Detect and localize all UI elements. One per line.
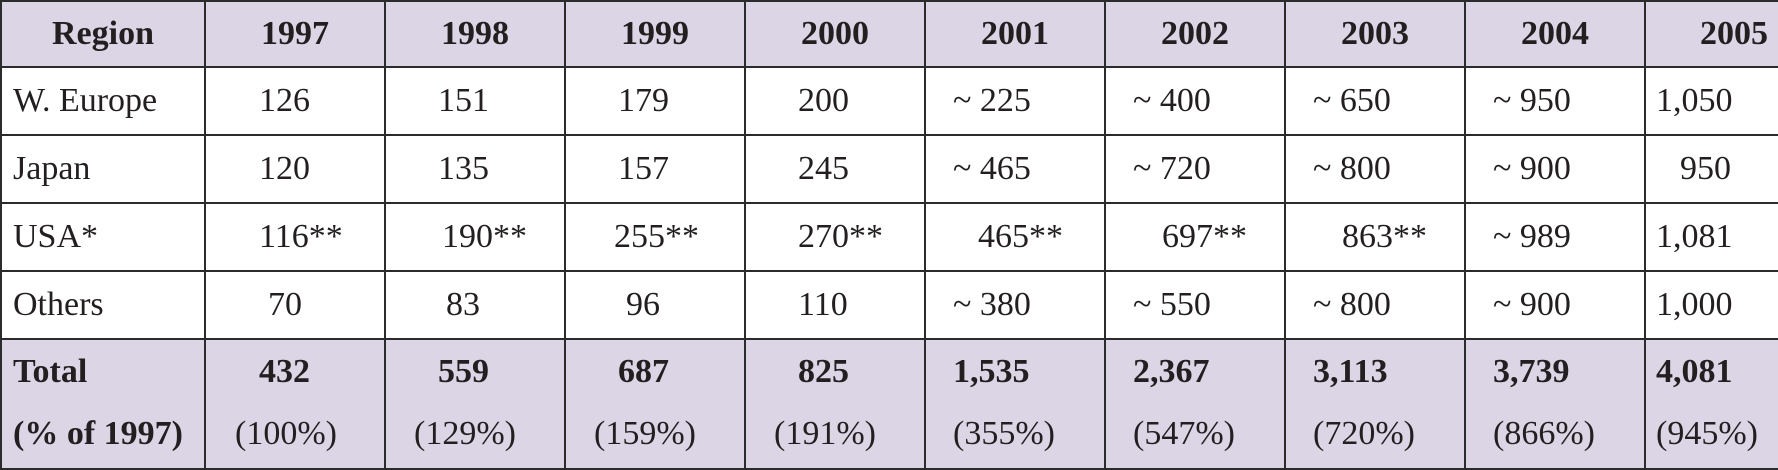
region-cell: Japan <box>0 134 206 204</box>
total-percent: (191%) <box>774 415 876 452</box>
value-cell: ~ 950 <box>1464 66 1646 136</box>
value-cell: 190** <box>384 202 566 272</box>
value-cell: ~ 400 <box>1104 66 1286 136</box>
header-cell-2000: 2000 <box>744 0 926 68</box>
value-cell: 697** <box>1104 202 1286 272</box>
total-percent: (159%) <box>594 415 696 452</box>
total-cell: 4,081 (945%) <box>1644 338 1778 470</box>
value-cell: 270** <box>744 202 926 272</box>
total-value: 3,739 <box>1493 353 1570 390</box>
value-cell: ~ 989 <box>1464 202 1646 272</box>
value-cell: 157 <box>564 134 746 204</box>
total-value: 432 <box>259 353 310 390</box>
total-cell: 687 (159%) <box>564 338 746 470</box>
total-value: 3,113 <box>1313 353 1388 390</box>
total-percent: (945%) <box>1656 415 1758 452</box>
table-row: Others 70 83 96 110 ~ 380 ~ 550 ~ 800 ~ 900 1,000 <box>0 270 1778 340</box>
header-cell-2005: 2005 <box>1644 0 1778 68</box>
header-cell-1998: 1998 <box>384 0 566 68</box>
total-row: Total (% of 1997) 432 (100%) 559 (129%) 687 (… <box>0 338 1778 470</box>
value-cell: 1,081 <box>1644 202 1778 272</box>
region-cell: USA* <box>0 202 206 272</box>
value-cell: 96 <box>564 270 746 340</box>
total-percent: (129%) <box>414 415 516 452</box>
value-cell: 950 <box>1644 134 1778 204</box>
header-cell-2004: 2004 <box>1464 0 1646 68</box>
total-label: Total <box>13 353 88 390</box>
total-cell: 559 (129%) <box>384 338 566 470</box>
header-cell-2003: 2003 <box>1284 0 1466 68</box>
value-cell: 255** <box>564 202 746 272</box>
header-row: Region 1997 1998 1999 2000 2001 2002 200… <box>0 0 1778 68</box>
value-cell: ~ 465 <box>924 134 1106 204</box>
value-cell: 70 <box>204 270 386 340</box>
total-cell: 3,739 (866%) <box>1464 338 1646 470</box>
value-cell: ~ 225 <box>924 66 1106 136</box>
header-cell-1997: 1997 <box>204 0 386 68</box>
value-cell: 135 <box>384 134 566 204</box>
total-value: 2,367 <box>1133 353 1210 390</box>
value-cell: ~ 800 <box>1284 134 1466 204</box>
value-cell: 116** <box>204 202 386 272</box>
value-cell: 465** <box>924 202 1106 272</box>
table-row: W. Europe 126 151 179 200 ~ 225 ~ 400 ~ 650 ~ 95… <box>0 66 1778 136</box>
value-cell: 1,000 <box>1644 270 1778 340</box>
header-cell-2002: 2002 <box>1104 0 1286 68</box>
value-cell: 1,050 <box>1644 66 1778 136</box>
value-cell: ~ 380 <box>924 270 1106 340</box>
total-percent: (547%) <box>1133 415 1235 452</box>
value-cell: 200 <box>744 66 926 136</box>
table-row: USA* 116** 190** 255** 270** 465** 697** 863** ~… <box>0 202 1778 272</box>
value-cell: 245 <box>744 134 926 204</box>
value-cell: ~ 800 <box>1284 270 1466 340</box>
total-cell: 432 (100%) <box>204 338 386 470</box>
value-cell: ~ 900 <box>1464 134 1646 204</box>
total-sublabel: (% of 1997) <box>13 415 183 452</box>
total-label-cell: Total (% of 1997) <box>0 338 206 470</box>
total-cell: 1,535 (355%) <box>924 338 1106 470</box>
value-cell: ~ 650 <box>1284 66 1466 136</box>
total-value: 559 <box>438 353 489 390</box>
value-cell: 110 <box>744 270 926 340</box>
table-row: Japan 120 135 157 245 ~ 465 ~ 720 ~ 800 ~ 900 950 <box>0 134 1778 204</box>
total-cell: 3,113 (720%) <box>1284 338 1466 470</box>
total-value: 687 <box>618 353 669 390</box>
table-footer: Total (% of 1997) 432 (100%) 559 (129%) 687 (… <box>0 338 1778 470</box>
total-value: 825 <box>798 353 849 390</box>
header-cell-2001: 2001 <box>924 0 1106 68</box>
value-cell: 151 <box>384 66 566 136</box>
value-cell: 120 <box>204 134 386 204</box>
value-cell: 179 <box>564 66 746 136</box>
value-cell: 126 <box>204 66 386 136</box>
total-percent: (866%) <box>1493 415 1595 452</box>
value-cell: 863** <box>1284 202 1466 272</box>
total-cell: 2,367 (547%) <box>1104 338 1286 470</box>
total-percent: (355%) <box>953 415 1055 452</box>
table-header: Region 1997 1998 1999 2000 2001 2002 200… <box>0 0 1778 68</box>
region-cell: Others <box>0 270 206 340</box>
value-cell: ~ 900 <box>1464 270 1646 340</box>
table-body: W. Europe 126 151 179 200 ~ 225 ~ 400 ~ 650 ~ 95… <box>0 66 1778 340</box>
value-cell: ~ 550 <box>1104 270 1286 340</box>
total-cell: 825 (191%) <box>744 338 926 470</box>
region-cell: W. Europe <box>0 66 206 136</box>
total-percent: (100%) <box>235 415 337 452</box>
header-cell-region: Region <box>0 0 206 68</box>
total-value: 1,535 <box>953 353 1030 390</box>
total-percent: (720%) <box>1313 415 1415 452</box>
header-cell-1999: 1999 <box>564 0 746 68</box>
total-value: 4,081 <box>1656 353 1733 390</box>
value-cell: 83 <box>384 270 566 340</box>
value-cell: ~ 720 <box>1104 134 1286 204</box>
